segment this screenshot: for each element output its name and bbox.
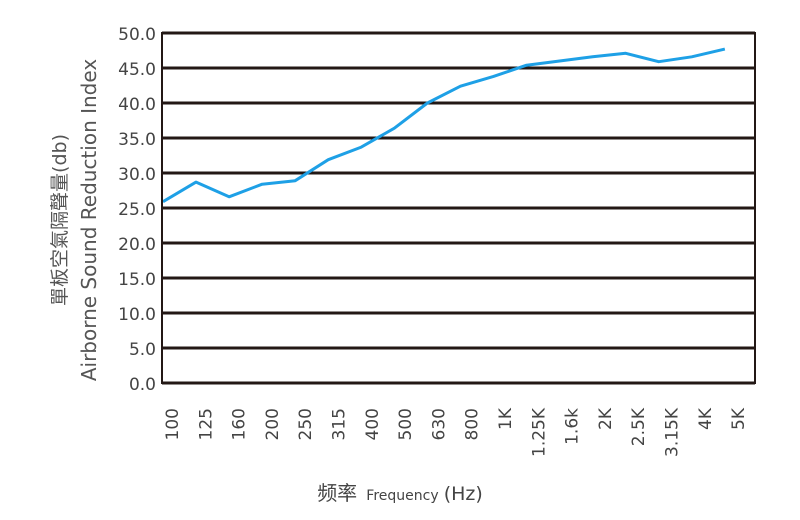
- x-tick-label: 800: [463, 408, 483, 440]
- y-tick-label: 20.0: [118, 235, 156, 255]
- x-tick-label: 5K: [729, 407, 749, 430]
- x-tick-label: 1.6k: [563, 408, 583, 445]
- x-tick-label: 315: [330, 408, 350, 440]
- series-line: [162, 47, 726, 203]
- x-tick-label: 250: [296, 408, 316, 440]
- x-tick-label: 1.25K: [529, 407, 549, 457]
- y-tick-label: 30.0: [118, 165, 156, 185]
- y-tick-label: 5.0: [129, 340, 156, 360]
- x-tick-label: 100: [163, 408, 183, 440]
- y-tick-label: 40.0: [118, 95, 156, 115]
- y-tick-label: 35.0: [118, 130, 156, 150]
- x-tick-label: 2K: [596, 407, 616, 430]
- y-tick-label: 25.0: [118, 200, 156, 220]
- x-tick-label: 400: [363, 408, 383, 440]
- y-tick-label: 0.0: [129, 375, 156, 395]
- x-axis-label-cn: 频率: [317, 481, 357, 505]
- x-axis-label: 频率 Frequency (Hz): [317, 481, 483, 505]
- x-tick-label: 500: [396, 408, 416, 440]
- x-axis-label-en: Frequency: [366, 488, 438, 504]
- x-axis-label-unit: (Hz): [444, 483, 483, 505]
- y-tick-label: 15.0: [118, 270, 156, 290]
- y-tick-label: 45.0: [118, 60, 156, 80]
- y-tick-label: 50.0: [118, 25, 156, 45]
- x-tick-label: 125: [196, 408, 216, 440]
- y-axis-label-en: Airborne Sound Reduction Index: [77, 59, 101, 381]
- y-axis-label-cn: 單板空氣隔聲量(db): [49, 134, 71, 306]
- plot-frame: [161, 32, 756, 384]
- x-tick-label: 4K: [696, 407, 716, 430]
- x-tick-label: 1K: [496, 407, 516, 430]
- x-tick-label: 2.5K: [629, 407, 649, 446]
- x-tick-label: 160: [230, 408, 250, 440]
- y-tick-label: 10.0: [118, 305, 156, 325]
- x-tick-label: 3.15K: [663, 407, 683, 457]
- x-tick-label: 630: [429, 408, 449, 440]
- x-tick-label: 200: [263, 408, 283, 440]
